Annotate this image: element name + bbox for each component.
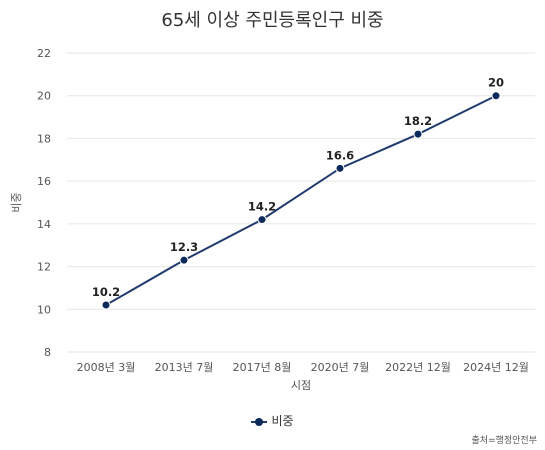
y-tick-label: 18 [37, 132, 51, 145]
data-point[interactable] [179, 255, 189, 265]
x-tick-label: 2017년 8월 [233, 361, 292, 374]
y-tick-label: 14 [37, 218, 51, 231]
series-points [101, 91, 501, 310]
data-point[interactable] [257, 215, 267, 225]
series-line-path [105, 94, 497, 306]
source-note: 출처=행정안전부 [471, 436, 537, 446]
x-axis-ticks: 2008년 3월 2013년 7월 2017년 8월 2020년 7월 2022년 12… [77, 361, 529, 374]
x-tick-label: 2022년 12월 [385, 361, 451, 374]
data-point[interactable] [413, 129, 423, 139]
y-axis-ticks: 8 10 12 14 16 18 20 22 [37, 47, 51, 359]
y-axis-title: 비중 [10, 192, 23, 212]
x-tick-label: 2013년 7월 [155, 361, 214, 374]
y-tick-label: 22 [37, 47, 51, 60]
x-tick-label: 2020년 7월 [311, 361, 370, 374]
legend-marker-icon [251, 417, 268, 427]
data-label: 10.2 [92, 285, 120, 299]
series-line [105, 94, 497, 306]
y-tick-label: 16 [37, 175, 51, 188]
x-tick-label: 2024년 12월 [463, 361, 529, 374]
y-tick-label: 20 [37, 90, 51, 103]
data-label: 18.2 [404, 114, 432, 128]
data-label: 16.6 [326, 148, 354, 162]
legend-label: 비중 [271, 414, 294, 428]
grid-lines [67, 52, 535, 353]
data-label: 20 [488, 76, 504, 90]
legend[interactable]: 비중 [0, 412, 545, 429]
y-tick-label: 8 [44, 346, 51, 359]
x-tick-label: 2008년 3월 [77, 361, 136, 374]
data-point[interactable] [491, 91, 501, 101]
y-tick-label: 10 [37, 303, 51, 316]
y-tick-label: 12 [37, 261, 51, 274]
data-labels: 10.2 12.3 14.2 16.6 18.2 20 [92, 76, 504, 299]
x-axis-title: 시점 [291, 379, 311, 392]
data-point[interactable] [335, 163, 345, 173]
data-label: 12.3 [170, 240, 198, 254]
data-label: 14.2 [248, 200, 276, 214]
data-point[interactable] [101, 300, 111, 310]
chart-title: 65세 이상 주민등록인구 비중 [161, 10, 384, 31]
